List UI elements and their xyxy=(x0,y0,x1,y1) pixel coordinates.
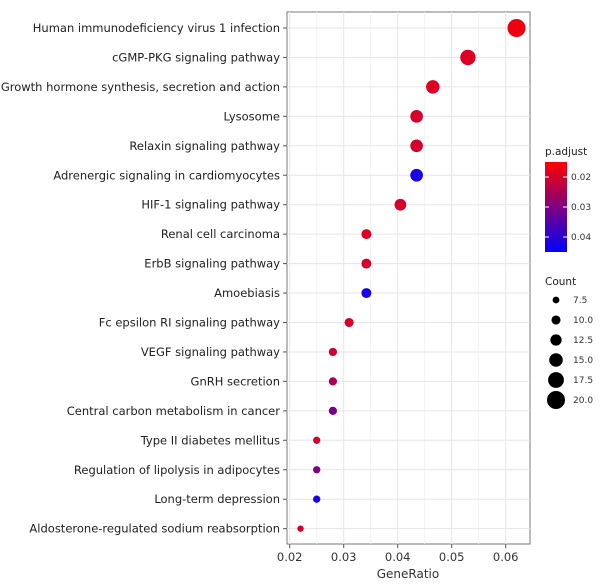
color-legend-title: p.adjust xyxy=(545,146,587,158)
y-category-label: GnRH secretion xyxy=(191,374,280,388)
y-category-label: HIF-1 signaling pathway xyxy=(141,198,280,212)
y-category-label: ErbB signaling pathway xyxy=(144,257,280,271)
size-legend-dot xyxy=(550,334,562,346)
x-tick-label: 0.02 xyxy=(277,550,303,564)
y-category-label: Relaxin signaling pathway xyxy=(129,139,280,153)
size-legend-label: 15.0 xyxy=(573,356,593,366)
data-point xyxy=(328,406,337,415)
size-legend-label: 7.5 xyxy=(573,296,587,306)
data-point xyxy=(313,466,321,474)
data-point xyxy=(410,168,423,182)
size-legend: Count 7.5 10.0 12.5 15.0 17.5 20.0 xyxy=(545,276,593,409)
y-category-label: Aldosterone-regulated sodium reabsorptio… xyxy=(29,522,280,536)
data-point xyxy=(344,317,354,328)
size-legend-items: 7.5 10.0 12.5 15.0 17.5 20.0 xyxy=(547,296,593,409)
y-category-label: Long-term depression xyxy=(154,492,280,506)
x-tick-label: 0.03 xyxy=(331,550,357,564)
y-axis-category-labels: Human immunodeficiency virus 1 infection… xyxy=(1,21,287,536)
size-legend-dot xyxy=(552,296,560,304)
color-legend-tick-label: 0.03 xyxy=(571,203,591,213)
y-category-label: Regulation of lipolysis in adipocytes xyxy=(74,463,280,477)
data-point xyxy=(426,80,440,94)
plot-panel xyxy=(286,11,531,545)
data-point xyxy=(313,436,321,444)
color-legend: p.adjust 0.02 0.03 0.04 xyxy=(545,146,591,252)
y-category-label: Growth hormone synthesis, secretion and … xyxy=(1,80,280,94)
size-legend-dot xyxy=(551,315,561,325)
data-point xyxy=(410,139,423,153)
y-category-label: Type II diabetes mellitus xyxy=(140,433,280,447)
x-tick-label: 0.04 xyxy=(385,550,411,564)
color-legend-ticks: 0.02 0.03 0.04 xyxy=(545,173,591,243)
color-legend-tick-label: 0.02 xyxy=(571,173,591,183)
data-point xyxy=(507,19,526,37)
color-legend-bar xyxy=(545,162,567,252)
data-point xyxy=(361,229,372,240)
y-category-label: Fc epsilon RI signaling pathway xyxy=(99,316,280,330)
x-axis-title: GeneRatio xyxy=(377,567,439,581)
grid-lines xyxy=(287,12,530,544)
y-category-label: Human immunodeficiency virus 1 infection xyxy=(33,21,280,35)
y-category-label: Renal cell carcinoma xyxy=(161,227,280,241)
y-category-label: Lysosome xyxy=(224,109,281,123)
y-category-label: Adrenergic signaling in cardiomyocytes xyxy=(53,168,280,182)
size-legend-label: 12.5 xyxy=(573,336,593,346)
y-category-label: Amoebiasis xyxy=(214,286,280,300)
data-point xyxy=(361,258,372,269)
data-point xyxy=(361,288,372,299)
data-points xyxy=(297,19,526,532)
size-legend-label: 17.5 xyxy=(573,376,593,386)
y-category-label: cGMP-PKG signaling pathway xyxy=(112,50,280,64)
x-axis: 0.02 0.03 0.04 0.05 0.06 xyxy=(277,544,519,564)
y-category-label: Central carbon metabolism in cancer xyxy=(67,404,281,418)
y-category-label: VEGF signaling pathway xyxy=(141,345,280,359)
size-legend-title: Count xyxy=(545,276,576,288)
data-point xyxy=(297,525,304,532)
x-tick-label: 0.06 xyxy=(493,550,519,564)
data-point xyxy=(410,110,423,123)
data-point xyxy=(460,49,476,66)
size-legend-label: 20.0 xyxy=(573,396,593,406)
size-legend-dot xyxy=(549,353,563,367)
size-legend-dot xyxy=(548,372,564,388)
x-tick-label: 0.05 xyxy=(439,550,465,564)
color-legend-tick-label: 0.04 xyxy=(571,233,591,243)
size-legend-label: 10.0 xyxy=(573,316,593,326)
data-point xyxy=(313,495,321,503)
data-point xyxy=(328,347,337,357)
size-legend-dot xyxy=(547,391,565,409)
data-point xyxy=(328,377,337,386)
data-point xyxy=(394,198,407,211)
